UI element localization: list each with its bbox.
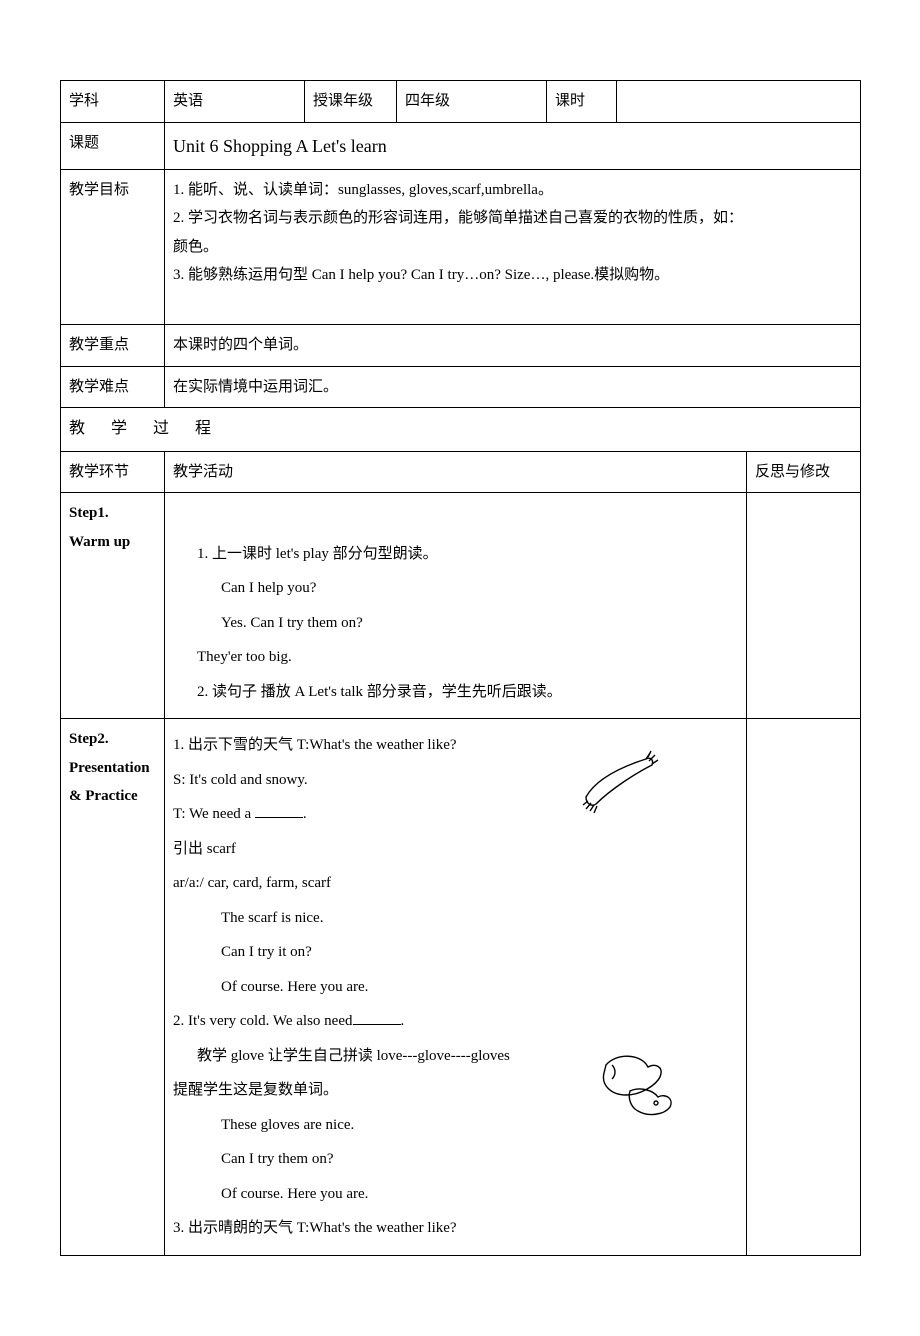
step1-activity: 1. 上一课时 let's play 部分句型朗读。 Can I help yo… <box>165 493 747 719</box>
difficulty-text: 在实际情境中运用词汇。 <box>165 366 861 408</box>
topic-row: 课题 Unit 6 Shopping A Let's learn <box>61 122 861 169</box>
objectives-content: 1. 能听、说、认读单词：sunglasses, gloves,scarf,um… <box>165 169 861 325</box>
grade-label: 授课年级 <box>305 81 397 123</box>
step1-l2: Can I help you? <box>173 574 738 603</box>
step1-l4: They'er too big. <box>173 643 738 672</box>
step2-l15: 3. 出示晴朗的天气 T:What's the weather like? <box>173 1214 738 1243</box>
step2-activity: 1. 出示下雪的天气 T:What's the weather like? S:… <box>165 719 747 1256</box>
difficulty-label: 教学难点 <box>61 366 165 408</box>
keypoint-text: 本课时的四个单词。 <box>165 325 861 367</box>
step2-l8: Of course. Here you are. <box>173 973 738 1002</box>
col-activity: 教学活动 <box>165 451 747 493</box>
period-label: 课时 <box>547 81 617 123</box>
obj-line-2: 2. 学习衣物名词与表示颜色的形容词连用，能够简单描述自己喜爱的衣物的性质，如： <box>173 204 852 233</box>
step2-l5: ar/a:/ car, card, farm, scarf <box>173 869 738 898</box>
process-header-row: 教学过程 <box>61 408 861 451</box>
process-header: 教学过程 <box>61 408 861 451</box>
step1-reflection <box>747 493 861 719</box>
step1-title-b: Warm up <box>69 528 156 557</box>
blank-1 <box>255 803 303 818</box>
step1-l1: 1. 上一课时 let's play 部分句型朗读。 <box>173 540 738 569</box>
step2-title-b: Presentation <box>69 754 156 783</box>
objectives-row: 教学目标 1. 能听、说、认读单词：sunglasses, gloves,sca… <box>61 169 861 325</box>
obj-line-2b: 颜色。 <box>173 233 852 262</box>
step1-row: Step1. Warm up 1. 上一课时 let's play 部分句型朗读… <box>61 493 861 719</box>
columns-row: 教学环节 教学活动 反思与修改 <box>61 451 861 493</box>
meta-row-1: 学科 英语 授课年级 四年级 课时 <box>61 81 861 123</box>
step2-l6: The scarf is nice. <box>173 904 738 933</box>
lesson-plan-table: 学科 英语 授课年级 四年级 课时 课题 Unit 6 Shopping A L… <box>60 80 861 1256</box>
step2-l14: Of course. Here you are. <box>173 1180 738 1209</box>
blank-2 <box>353 1010 401 1025</box>
subject-label: 学科 <box>61 81 165 123</box>
step1-l3: Yes. Can I try them on? <box>173 609 738 638</box>
step2-row: Step2. Presentation & Practice 1. 出示下雪的天… <box>61 719 861 1256</box>
step2-reflection <box>747 719 861 1256</box>
topic-label: 课题 <box>61 122 165 169</box>
col-reflection: 反思与修改 <box>747 451 861 493</box>
step1-label: Step1. Warm up <box>61 493 165 719</box>
obj-line-1: 1. 能听、说、认读单词：sunglasses, gloves,scarf,um… <box>173 176 852 205</box>
gloves-icon <box>586 1045 686 1125</box>
topic-value: Unit 6 Shopping A Let's learn <box>165 122 861 169</box>
step2-l4: 引出 scarf <box>173 835 738 864</box>
subject-value: 英语 <box>165 81 305 123</box>
keypoint-label: 教学重点 <box>61 325 165 367</box>
objectives-label: 教学目标 <box>61 169 165 325</box>
step2-l9: 2. It's very cold. We also need. <box>173 1007 738 1036</box>
keypoint-row: 教学重点 本课时的四个单词。 <box>61 325 861 367</box>
scarf-icon <box>576 749 666 819</box>
step2-l7: Can I try it on? <box>173 938 738 967</box>
difficulty-row: 教学难点 在实际情境中运用词汇。 <box>61 366 861 408</box>
period-value <box>617 81 861 123</box>
step1-title-a: Step1. <box>69 499 156 528</box>
step2-title-a: Step2. <box>69 725 156 754</box>
step2-l13: Can I try them on? <box>173 1145 738 1174</box>
step1-l5: 2. 读句子 播放 A Let's talk 部分录音，学生先听后跟读。 <box>173 678 738 707</box>
col-stage: 教学环节 <box>61 451 165 493</box>
grade-value: 四年级 <box>397 81 547 123</box>
step2-label: Step2. Presentation & Practice <box>61 719 165 1256</box>
obj-line-3: 3. 能够熟练运用句型 Can I help you? Can I try…on… <box>173 261 852 290</box>
step2-title-c: & Practice <box>69 782 156 811</box>
